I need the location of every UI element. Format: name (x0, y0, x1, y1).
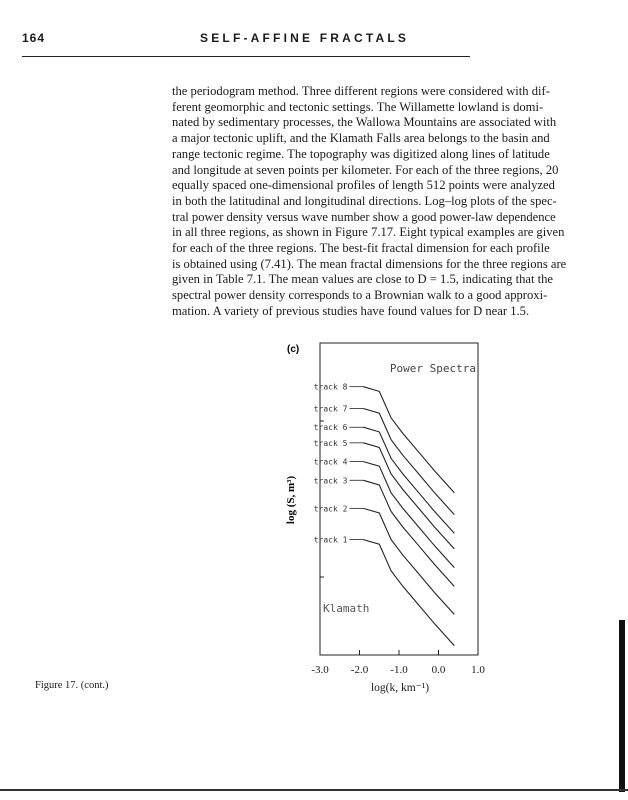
series-line-track-6 (363, 426, 455, 534)
x-tick-label: -2.0 (350, 664, 369, 676)
running-title: SELF-AFFINE FRACTALS (200, 31, 410, 45)
text-line: spectral power density corresponds to a … (172, 288, 548, 303)
text-line: nated by sedimentary processes, the Wall… (172, 115, 557, 130)
panel-label: (c) (287, 344, 299, 355)
series-line-track-3 (363, 479, 455, 587)
x-tick-label: -3.0 (311, 664, 329, 676)
series-line-track-8 (363, 386, 455, 494)
scan-bottom-edge (0, 789, 628, 791)
text-line: equally spaced one-dimensional profiles … (172, 178, 555, 193)
text-line: tral power density versus wave number sh… (172, 209, 556, 224)
x-tick-label: 1.0 (471, 664, 485, 676)
series-label: track 8 (314, 383, 348, 392)
text-line: the periodogram method. Three different … (172, 84, 550, 98)
series-line-track-5 (363, 442, 455, 550)
series-line-track-2 (363, 507, 455, 615)
text-line: for each of the three regions. The best-… (172, 241, 550, 256)
series-line-track-1 (363, 539, 455, 646)
text-line: in both the latitudinal and longitudinal… (172, 193, 557, 208)
x-tick-label: 0.0 (431, 664, 446, 676)
text-line: and longitude at seven points per kilome… (172, 162, 559, 177)
series-label: track 3 (314, 476, 348, 485)
text-line: in all three regions, as shown in Figure… (172, 225, 565, 240)
series-label: track 2 (314, 504, 348, 513)
series-label: track 6 (314, 423, 348, 432)
text-line: given in Table 7.1. The mean values are … (172, 272, 554, 287)
series-label: track 7 (314, 405, 348, 414)
body-paragraph: the periodogram method. Three different … (172, 84, 567, 320)
text-line: is obtained using (7.41). The mean fract… (172, 256, 567, 271)
figure-caption: Figure 17. (cont.) (35, 680, 109, 691)
series-label: track 1 (314, 536, 348, 545)
header-rule (22, 56, 470, 57)
series-label: track 4 (314, 458, 348, 467)
text-line: range tectonic regime. The topography wa… (172, 146, 550, 161)
y-axis-label: log (S, m³) (285, 476, 297, 525)
region-annotation: Klamath (323, 602, 369, 615)
text-line: mation. A variety of previous studies ha… (172, 303, 530, 318)
series-label: track 5 (314, 439, 348, 448)
x-tick-label: -1.0 (390, 664, 408, 676)
series-line-track-4 (363, 461, 455, 568)
series-line-track-7 (363, 407, 455, 515)
x-axis-label: log(k, km⁻¹) (370, 682, 430, 694)
chart-title: Power Spectra (390, 362, 476, 375)
scan-edge-shadow (619, 620, 625, 792)
text-line: a major tectonic uplift, and the Klamath… (172, 131, 550, 146)
page-number: 164 (22, 31, 46, 45)
text-line: ferent geomorphic and tectonic settings.… (172, 99, 544, 114)
